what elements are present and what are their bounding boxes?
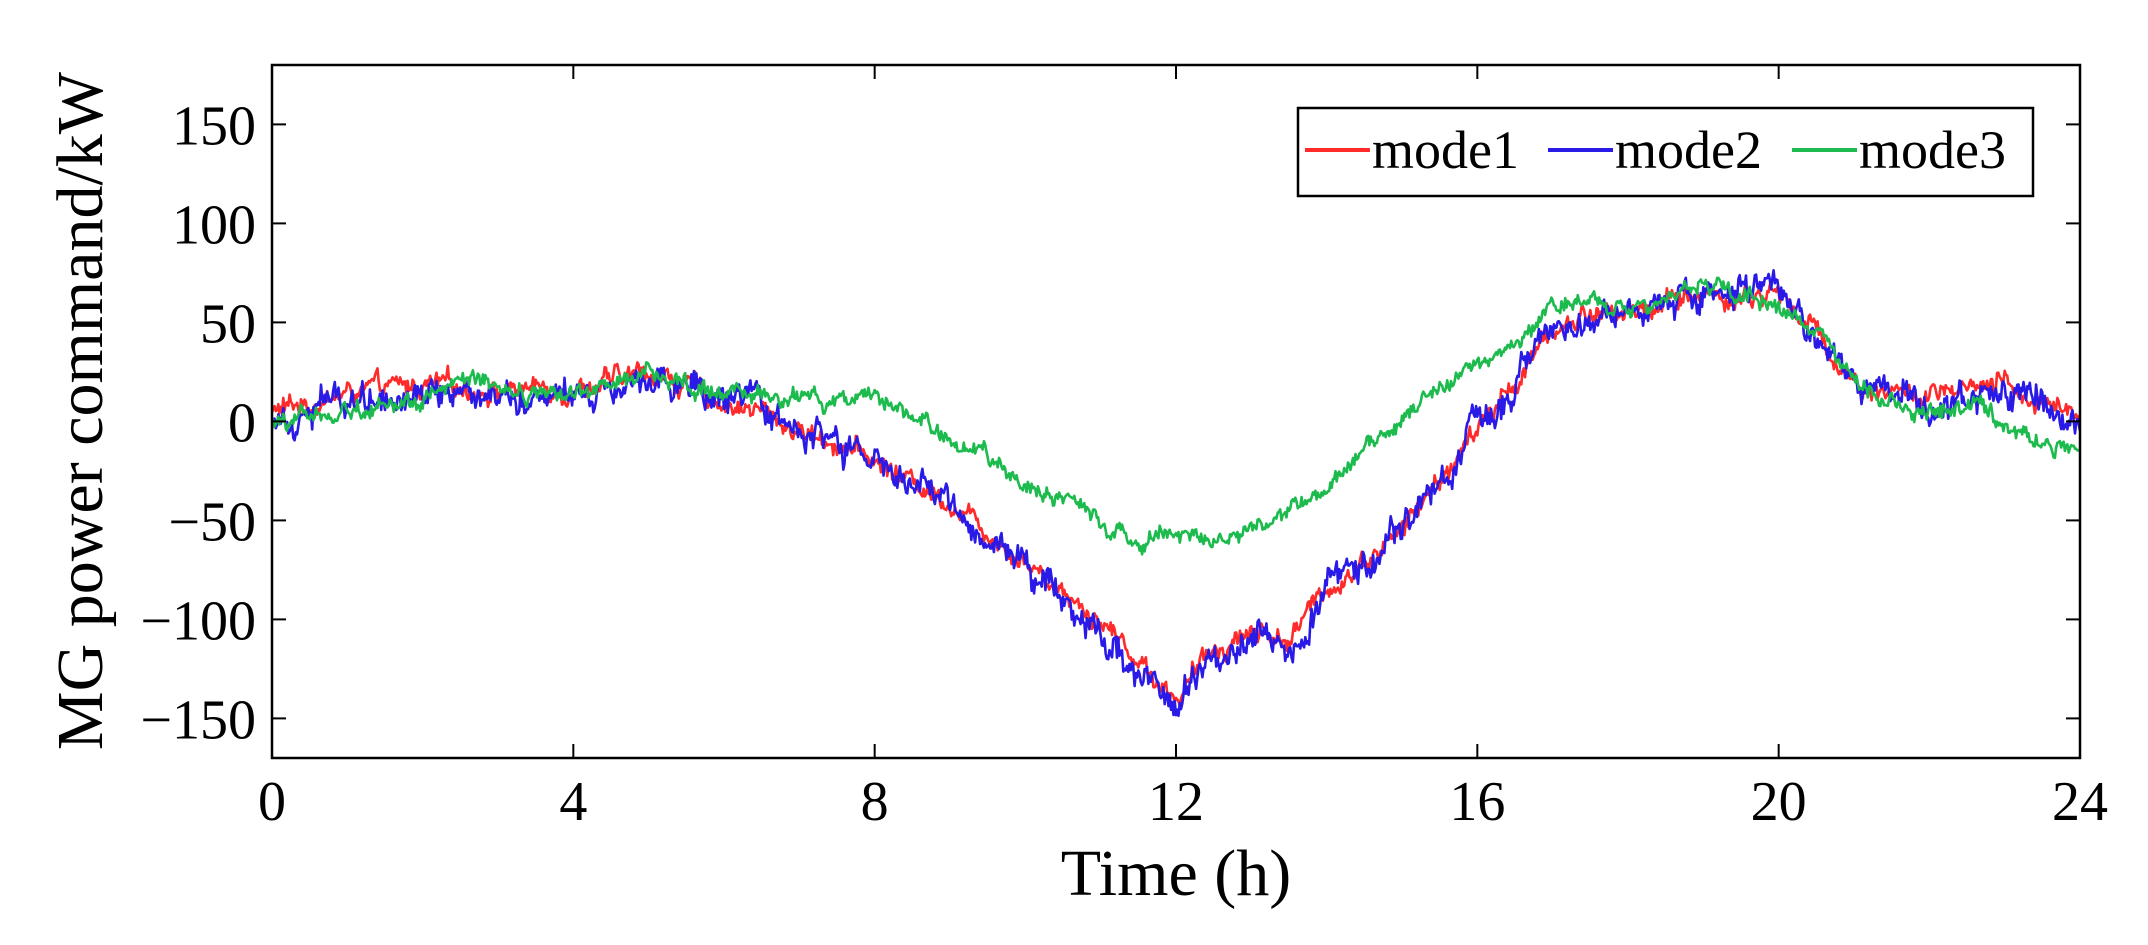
y-tick-label: 0 <box>228 392 256 454</box>
y-tick-label: 50 <box>200 293 256 355</box>
y-tick-label: 100 <box>172 194 256 256</box>
legend-label-mode3: mode3 <box>1859 120 2006 180</box>
x-axis-label: Time (h) <box>1061 837 1291 910</box>
y-tick-label: −50 <box>168 491 256 553</box>
y-tick-label: −100 <box>140 590 256 652</box>
x-tick-label: 20 <box>1751 771 1807 833</box>
y-axis-label: MG power command/kW <box>44 71 117 750</box>
x-tick-label: 8 <box>861 771 889 833</box>
plot-frame <box>270 63 2082 760</box>
x-tick-label: 24 <box>2052 771 2108 833</box>
x-tick-label: 12 <box>1148 771 1204 833</box>
legend: mode1 mode2 mode3 <box>1296 106 2035 198</box>
ticks-layer: 0 4 8 12 16 20 24 −150 −100 −50 0 50 100 150 <box>140 65 2108 833</box>
y-tick-label: 150 <box>172 95 256 157</box>
legend-label-mode1: mode1 <box>1372 120 1519 180</box>
series-layer <box>272 269 2080 718</box>
x-tick-label: 4 <box>559 771 587 833</box>
legend-box <box>1296 106 2035 198</box>
series-line-mode3 <box>272 276 2080 556</box>
series-line-mode1 <box>272 283 2080 708</box>
x-tick-label: 0 <box>258 771 286 833</box>
y-tick-label: −150 <box>140 689 256 751</box>
legend-label-mode2: mode2 <box>1615 120 1762 180</box>
x-tick-label: 16 <box>1449 771 1505 833</box>
series-line-mode2 <box>272 269 2080 718</box>
